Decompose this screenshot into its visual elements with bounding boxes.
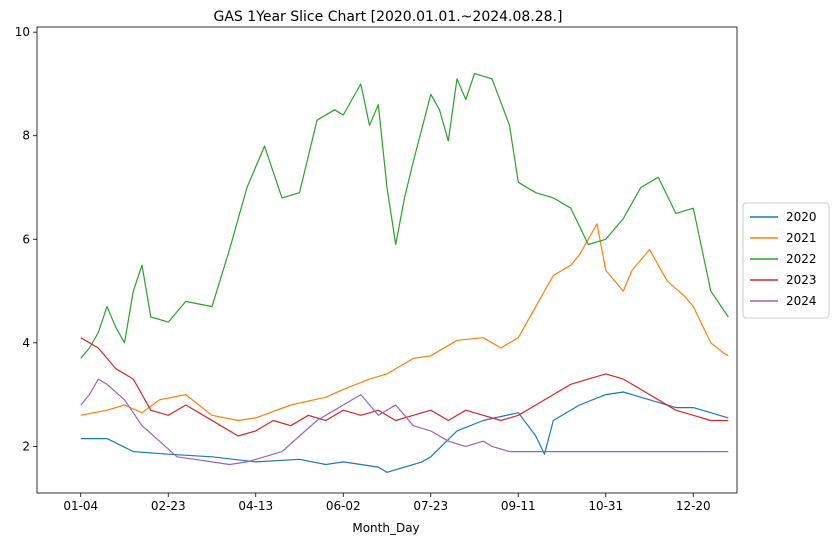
series-line-2023 [80, 337, 729, 437]
legend-label: 2021 [786, 231, 817, 245]
y-axis: 2 4 6 8 10 [15, 25, 37, 453]
series-layer [80, 72, 729, 473]
y-tick-label: 8 [22, 129, 30, 143]
legend-label: 2022 [786, 252, 817, 266]
x-tick-label: 06-02 [326, 499, 361, 513]
legend-box [742, 202, 830, 319]
y-tick-label: 2 [22, 439, 30, 453]
x-tick-label: 04-13 [238, 499, 273, 513]
series-line-2022 [80, 72, 729, 359]
y-tick-label: 6 [22, 232, 30, 246]
legend: 2020 2021 2022 2023 2024 [742, 202, 830, 319]
series-line-2024 [80, 378, 729, 466]
legend-label: 2023 [786, 273, 817, 287]
x-axis-label: Month_Day [352, 521, 419, 535]
x-tick-label: 07-23 [413, 499, 448, 513]
x-tick-label: 10-31 [588, 499, 623, 513]
series-line-2020 [80, 391, 729, 473]
legend-label: 2024 [786, 294, 817, 308]
x-axis: 01-04 02-23 04-13 06-02 07-23 09-11 10-31 12-20 [63, 493, 711, 513]
x-tick-label: 01-04 [63, 499, 98, 513]
x-tick-label: 02-23 [151, 499, 186, 513]
y-tick-label: 10 [15, 25, 30, 39]
y-tick-label: 4 [22, 336, 30, 350]
x-tick-label: 12-20 [676, 499, 711, 513]
legend-label: 2020 [786, 210, 817, 224]
x-tick-label: 09-11 [501, 499, 536, 513]
plot-frame [36, 26, 738, 494]
plot-area [37, 27, 737, 493]
chart-title: GAS 1Year Slice Chart [2020.01.01.~2024.… [214, 9, 563, 25]
series-line-2021 [80, 223, 729, 422]
